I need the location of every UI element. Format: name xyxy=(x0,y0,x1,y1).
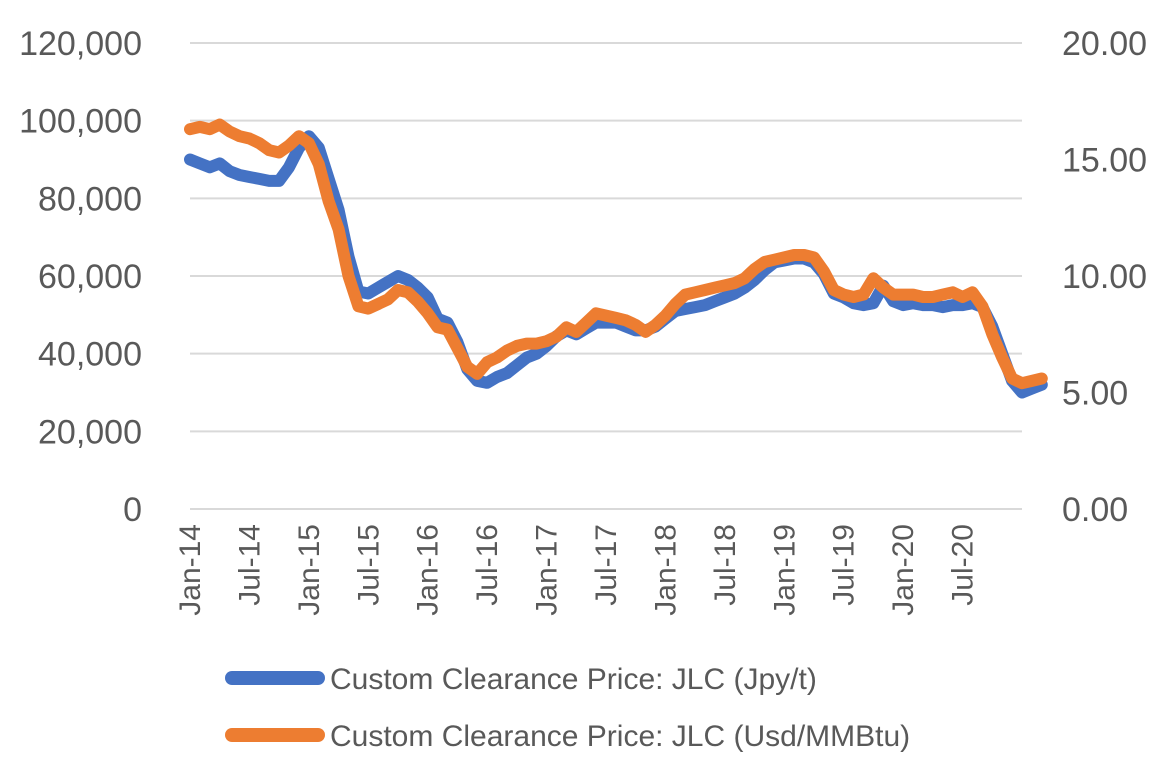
legend-label-usd: Custom Clearance Price: JLC (Usd/MMBtu) xyxy=(330,720,910,753)
x-tick-label: Jan-14 xyxy=(174,524,207,616)
left-tick-label: 120,000 xyxy=(19,25,142,63)
legend: Custom Clearance Price: JLC (Jpy/t) Cust… xyxy=(225,663,910,753)
gridlines xyxy=(190,42,1022,510)
x-tick-label: Jul-17 xyxy=(590,524,623,606)
right-axis: 0.00 5.00 10.00 15.00 20.00 xyxy=(1062,25,1147,529)
series-line-usd xyxy=(184,118,1048,390)
x-axis: Jan-14 Jul-14 Jan-15 Jul-15 Jan-16 Jul-16 Jan-… xyxy=(174,524,980,616)
left-tick-label: 100,000 xyxy=(19,103,142,141)
x-tick-label: Jan-15 xyxy=(293,524,326,616)
x-tick-label: Jan-19 xyxy=(768,524,801,616)
x-tick-label: Jan-17 xyxy=(531,524,564,616)
x-tick-label: Jul-14 xyxy=(233,524,266,606)
right-tick-label: 5.00 xyxy=(1062,375,1128,413)
series-group xyxy=(184,118,1048,399)
x-tick-label: Jan-18 xyxy=(649,524,682,616)
right-tick-label: 20.00 xyxy=(1062,25,1147,63)
left-tick-label: 0 xyxy=(123,491,142,529)
x-tick-label: Jul-19 xyxy=(828,524,861,606)
x-tick-label: Jul-15 xyxy=(352,524,385,606)
x-tick-label: Jan-20 xyxy=(887,524,920,616)
x-tick-label: Jul-16 xyxy=(471,524,504,606)
x-tick-label: Jul-20 xyxy=(947,524,980,606)
x-tick-label: Jan-16 xyxy=(412,524,445,616)
right-tick-label: 15.00 xyxy=(1062,142,1147,180)
left-axis: 0 20,000 40,000 60,000 80,000 100,000 120,000 xyxy=(19,25,142,529)
right-tick-label: 0.00 xyxy=(1062,491,1128,529)
legend-label-jpy: Custom Clearance Price: JLC (Jpy/t) xyxy=(330,663,817,696)
left-tick-label: 60,000 xyxy=(38,258,142,296)
left-tick-label: 20,000 xyxy=(38,413,142,451)
left-tick-label: 40,000 xyxy=(38,336,142,374)
x-tick-label: Jul-18 xyxy=(709,524,742,606)
right-tick-label: 10.00 xyxy=(1062,258,1147,296)
left-tick-label: 80,000 xyxy=(38,180,142,218)
